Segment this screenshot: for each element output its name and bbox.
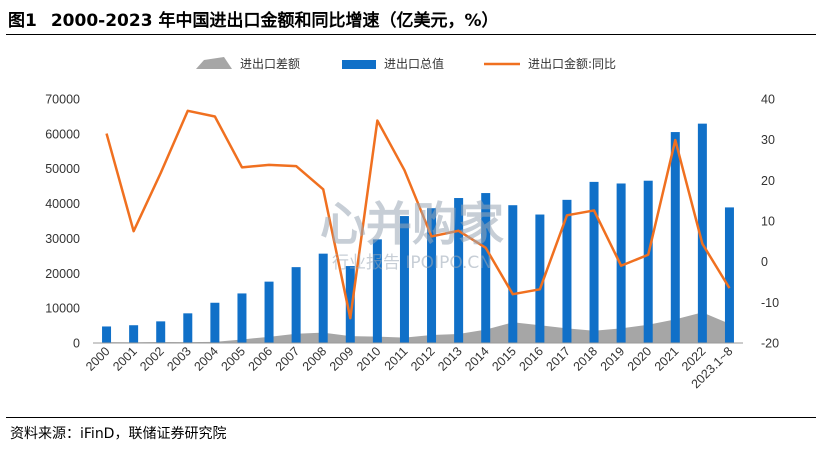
x-tick-label: 2005: [219, 344, 249, 374]
bar-total-2005: [237, 293, 247, 343]
bar-total-2016: [535, 214, 545, 343]
legend: 进出口差额 进出口总值 进出口金额:同比: [196, 56, 616, 71]
bar-total-2017: [562, 199, 572, 343]
y-left-tick-label: 50000: [45, 162, 80, 176]
y-left-tick-label: 60000: [45, 127, 80, 141]
x-tick-label: 2002: [137, 344, 167, 374]
y-right-tick-label: 10: [761, 215, 775, 229]
y-right-tick-label: 0: [761, 255, 768, 269]
bar-total-2023.1~8: [724, 207, 734, 343]
chart-title: 图1 2000-2023 年中国进出口金额和同比增速（亿美元，%）: [8, 6, 498, 31]
x-tick-label: 2000: [83, 344, 113, 374]
figure-number: 图1: [8, 11, 37, 31]
x-tick-label: 2014: [462, 344, 492, 374]
bottom-rule: [6, 417, 816, 418]
y-right-tick-label: -10: [761, 296, 779, 310]
bar-total-2021: [670, 132, 680, 343]
bar-total-2011: [399, 216, 409, 343]
legend-label-total: 进出口总值: [384, 56, 444, 71]
x-tick-label: 2015: [489, 344, 519, 374]
x-tick-label: 2004: [191, 344, 221, 374]
x-tick-label: 2006: [246, 344, 276, 374]
x-tick-label: 2020: [625, 344, 655, 374]
x-tick-label: 2017: [544, 344, 574, 374]
legend-label-balance: 进出口差额: [240, 57, 300, 71]
source-note: 资料来源：iFinD，联储证券研究院: [10, 426, 227, 442]
x-tick-label: 2007: [273, 344, 303, 374]
bar-total-2018: [589, 181, 599, 343]
bar-total-2004: [210, 302, 220, 343]
x-tick-label: 2016: [516, 344, 546, 374]
y-left-tick-label: 0: [73, 337, 80, 351]
watermark-main: 心并购家: [320, 197, 504, 251]
x-tick-label: 2011: [382, 344, 411, 373]
bar-total-2003: [183, 313, 193, 343]
x-tick-label: 2013: [435, 344, 465, 374]
legend-label-yoy: 进出口金额:同比: [528, 56, 616, 71]
watermark-sub: 行业报告 IPOIPO.CN: [332, 253, 492, 273]
y-right-tick-label: 40: [761, 93, 775, 107]
bar-total-2002: [156, 321, 166, 343]
y-right-tick-label: 20: [761, 174, 775, 188]
x-tick-label: 2003: [164, 344, 194, 374]
line-layer: [105, 109, 731, 320]
y-left-tick-label: 40000: [45, 197, 80, 211]
bar-total-2009: [345, 266, 355, 343]
y-left-tick-label: 20000: [45, 267, 80, 281]
x-tick-label: 2012: [408, 344, 438, 374]
y-left-tick-label: 70000: [45, 93, 80, 107]
bar-total-2015: [508, 205, 518, 343]
bar-total-2010: [372, 239, 382, 343]
balance-area-layer: [106, 312, 730, 343]
bar-total-2020: [643, 180, 653, 343]
figure-title-text: 2000-2023 年中国进出口金额和同比增速（亿美元，%）: [50, 11, 499, 31]
bar-total-2006: [264, 281, 274, 343]
bar-total-2008: [318, 253, 328, 343]
bar-total-2012: [427, 208, 437, 343]
series-line-yoy: [105, 109, 731, 320]
bar-total-2000: [102, 326, 112, 343]
x-tick-label: 2021: [652, 344, 682, 374]
legend-swatch-total: [342, 60, 376, 69]
x-tick-label: 2010: [354, 344, 384, 374]
series-area-balance: [106, 312, 730, 343]
y-right-tick-label: -20: [761, 337, 779, 351]
bar-total-2007: [291, 267, 301, 343]
bar-total-2022: [697, 123, 707, 343]
bar-total-2014: [481, 193, 491, 343]
x-tick-label: 2009: [327, 344, 357, 374]
x-tick-label: 2008: [300, 344, 330, 374]
x-tick-label: 2018: [571, 344, 601, 374]
top-rule: [6, 34, 816, 35]
x-tick-label: 2001: [110, 344, 140, 374]
bar-total-2001: [129, 325, 139, 343]
y-right-tick-label: 30: [761, 133, 775, 147]
x-tick-label: 2019: [598, 344, 628, 374]
y-left-tick-label: 30000: [45, 232, 80, 246]
bar-total-2013: [454, 198, 464, 343]
y-left-tick-label: 10000: [45, 302, 80, 316]
legend-swatch-balance: [196, 57, 232, 69]
